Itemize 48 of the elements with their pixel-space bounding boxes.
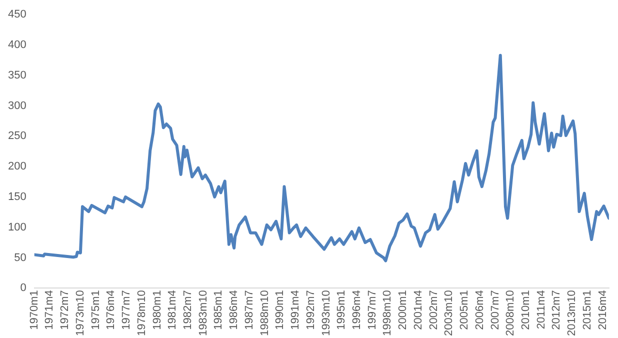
x-tick-label: 1993m10	[320, 290, 332, 336]
y-tick-label: 50	[14, 252, 26, 264]
x-tick-label: 1973m10	[74, 290, 86, 336]
x-tick-label: 2006m4	[474, 290, 486, 330]
y-tick-label: 400	[8, 39, 26, 52]
x-tick-label: 1983m10	[197, 290, 210, 336]
x-tick-label: 2005m1	[458, 290, 471, 330]
x-tick-label: 1995m1	[336, 290, 348, 330]
x-tick-label: 1977m7	[120, 290, 133, 330]
x-tick-label: 1986m4	[228, 290, 240, 330]
x-tick-label: 1990m1	[274, 290, 286, 330]
y-tick-label: 300	[8, 100, 26, 112]
x-tick-label: 1976m4	[105, 290, 118, 330]
x-tick-label: 2012m7	[550, 290, 563, 330]
x-tick-label: 1982m7	[182, 290, 194, 330]
x-tick-label: 1988m10	[258, 290, 271, 336]
y-tick-label: 250	[8, 130, 26, 142]
y-tick-label: 0	[20, 282, 26, 294]
x-tick-label: 1980m1	[151, 290, 164, 330]
x-tick-label: 2011m4	[535, 290, 548, 330]
x-tick-label: 2013m10	[566, 290, 578, 336]
x-tick-label: 2000m1	[397, 290, 410, 330]
x-tick-label: 2010m1	[520, 290, 532, 330]
x-tick-label: 2016m4	[596, 290, 609, 330]
x-tick-label: 1992m7	[304, 290, 317, 330]
x-tick-label: 1987m7	[243, 290, 256, 330]
x-tick-label: 1996m4	[351, 290, 364, 330]
x-tick-label: 1998m10	[382, 290, 394, 336]
x-tick-label: 2015m1	[581, 290, 594, 330]
y-tick-label: 450	[8, 8, 26, 21]
x-tick-label: 2008m10	[504, 290, 517, 336]
y-tick-label: 100	[8, 221, 26, 234]
x-tick-label: 2003m10	[443, 290, 456, 336]
x-tick-label: 1981m4	[166, 290, 179, 330]
y-tick-label: 350	[8, 69, 26, 82]
x-tick-label: 1971m4	[44, 290, 56, 330]
x-tick-label: 1972m7	[59, 290, 72, 330]
x-tick-label: 1997m7	[366, 290, 378, 330]
y-tick-label: 150	[8, 190, 26, 203]
x-tick-label: 1978m10	[136, 290, 148, 336]
x-tick-label: 2001m4	[412, 290, 424, 330]
x-tick-label: 1975m1	[90, 290, 102, 330]
x-tick-label: 1991m4	[290, 290, 302, 330]
y-tick-label: 200	[8, 160, 26, 173]
x-tick-label: 2007m7	[489, 290, 502, 330]
x-tick-label: 1985m1	[212, 290, 225, 330]
x-tick-label: 2002m7	[428, 290, 440, 330]
x-tick-label: 1970m1	[28, 290, 40, 330]
